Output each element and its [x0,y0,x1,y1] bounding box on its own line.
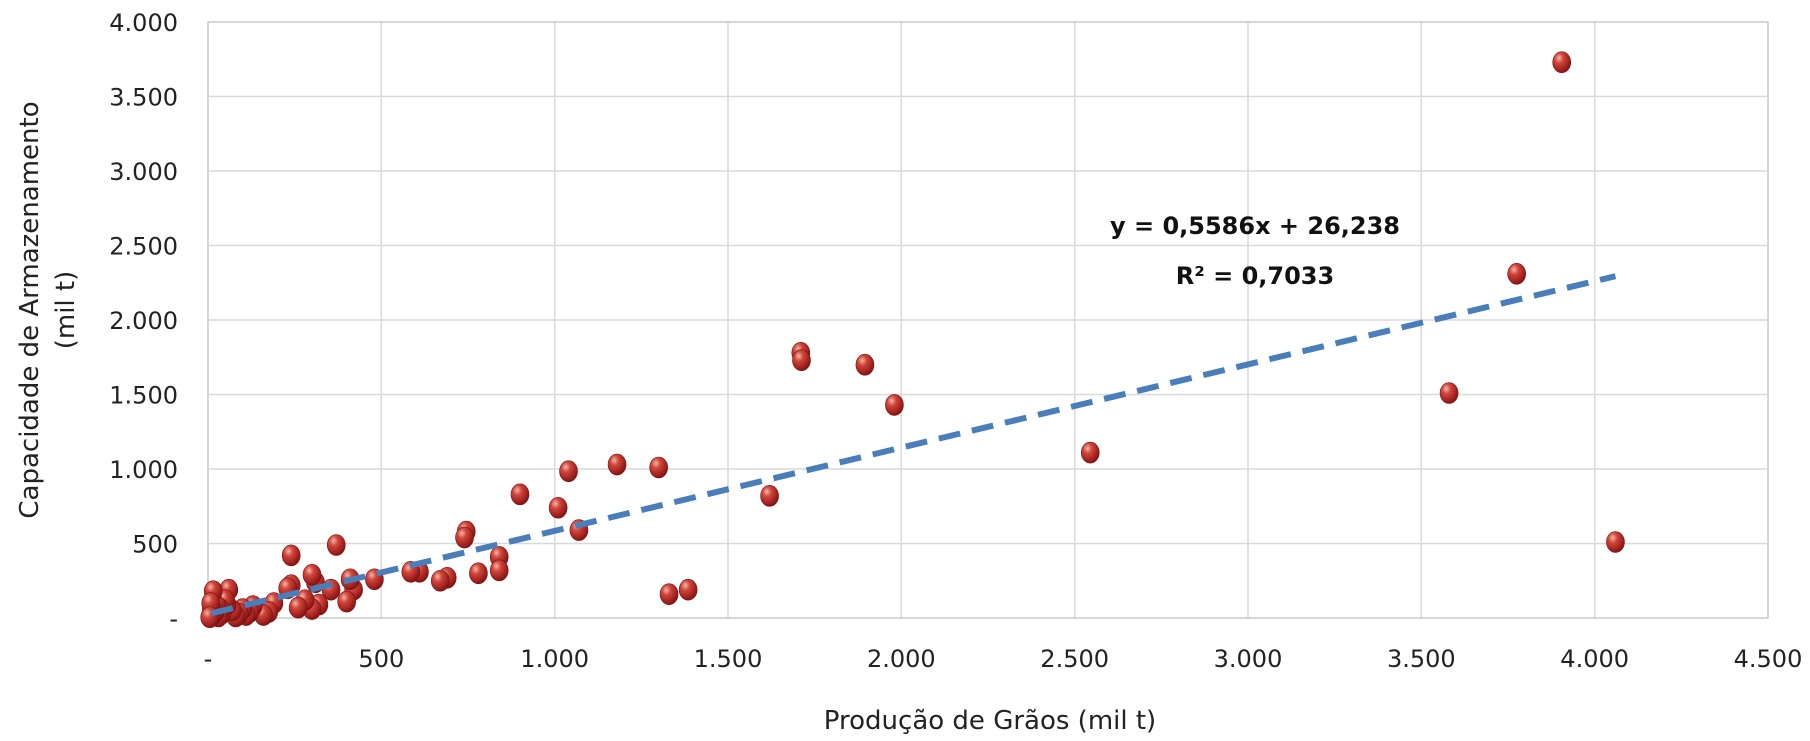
y-tick-label: 1.000 [109,456,178,484]
data-point [559,460,578,483]
data-point [455,526,474,549]
data-point [649,456,668,479]
y-axis-ticks: - 500 1.000 1.500 2.000 2.500 3.000 3.500 4.000 [109,9,178,633]
x-tick-label: 1.500 [694,645,763,673]
y-axis-title-line2: (mil t) [51,271,81,350]
r-squared-label: R² = 0,7033 [1176,262,1334,290]
gridlines [207,21,1769,619]
data-point [288,596,308,619]
data-point [1507,263,1526,285]
y-tick-label: 4.000 [109,9,178,37]
data-point [855,353,875,376]
y-tick-label: 2.000 [109,307,178,335]
x-axis-ticks: - 500 1.000 1.500 2.000 2.500 3.000 3.500 4.000 4… [204,645,1803,673]
y-tick-label: 500 [132,531,178,559]
trendline-equation: y = 0,5586x + 26,238 [1110,212,1400,240]
x-tick-label: 4.500 [1734,645,1803,673]
x-tick-label: 1.000 [520,645,589,673]
data-point [607,453,627,476]
data-point [1606,531,1625,553]
data-point [337,590,356,613]
data-point [548,496,568,519]
trendline [210,273,1617,617]
data-point [510,483,530,506]
x-axis-title: Produção de Grãos (mil t) [824,706,1156,736]
plot-area [207,21,1769,619]
data-point [678,578,698,601]
y-tick-label: 1.500 [109,382,178,410]
data-point [326,534,346,556]
data-point [281,544,301,567]
x-tick-label: 500 [358,645,404,673]
y-tick-label: 3.500 [109,84,178,112]
data-point [760,485,779,507]
data-point [792,349,811,372]
x-tick-label: 4.000 [1560,645,1629,673]
y-tick-label: 2.500 [109,233,178,261]
x-tick-label: 2.500 [1040,645,1109,673]
data-point [430,569,450,592]
data-point [302,563,322,586]
data-point [659,583,679,605]
y-tick-label: 3.000 [109,158,178,186]
x-tick-label: 3.000 [1214,645,1283,673]
y-axis-title: Capacidade de Armazenamento (mil t) [15,101,81,518]
data-point [469,562,488,585]
data-point [1439,382,1459,404]
x-tick-label: - [204,645,213,673]
data-point [1552,51,1572,74]
data-points [200,51,1625,629]
data-point [885,394,904,416]
data-point [489,559,509,582]
data-point [1080,441,1100,464]
x-tick-label: 2.000 [867,645,936,673]
y-tick-label: - [169,605,178,633]
y-axis-title-line1: Capacidade de Armazenamento [15,101,45,518]
x-tick-label: 3.500 [1387,645,1456,673]
